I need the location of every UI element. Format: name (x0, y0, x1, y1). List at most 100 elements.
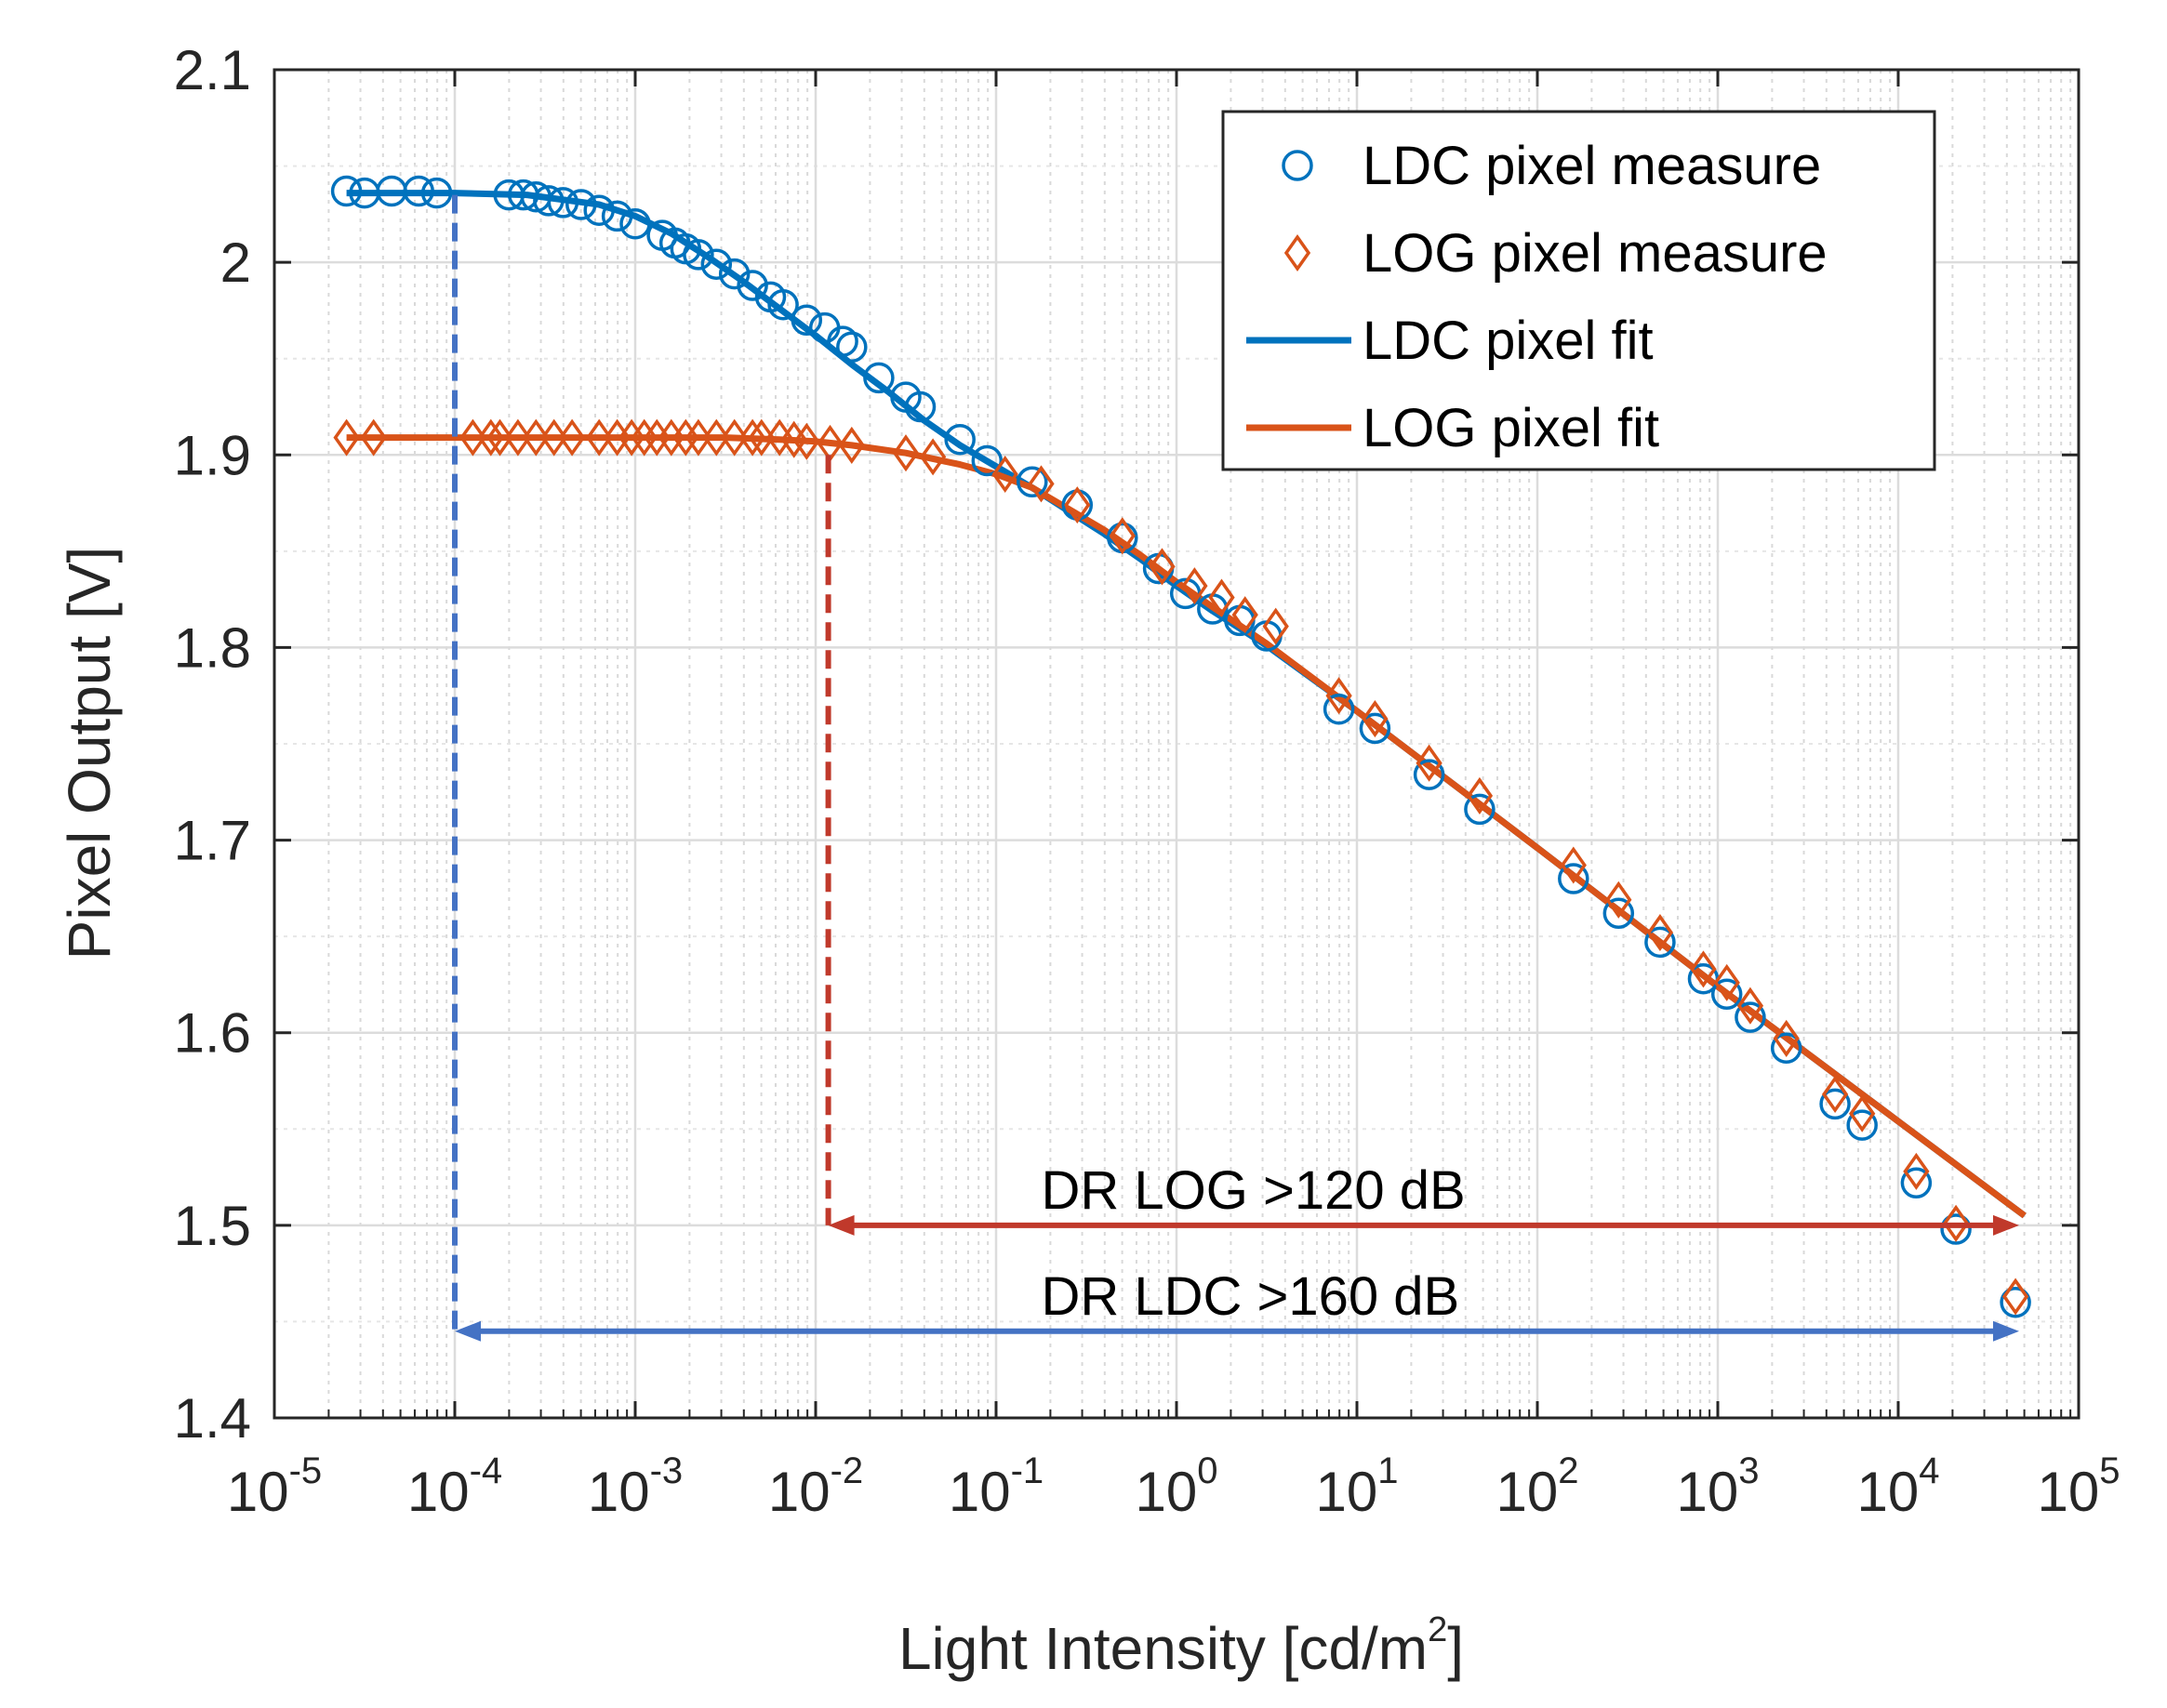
log-measure-point (1181, 567, 1208, 605)
ldc-measure-point (619, 207, 651, 240)
log-measure-point (1028, 465, 1055, 503)
ldc-measure-point (827, 325, 858, 357)
log-measure-point (618, 418, 645, 457)
ldc-measure-point (601, 200, 633, 232)
x-axis-label: Light Intensity [cd/m2] (898, 1610, 1464, 1682)
log-measure-point (748, 418, 775, 457)
y-tick-label: 1.6 (174, 1002, 251, 1065)
log-measure-point (703, 418, 730, 457)
log-measure-point (919, 438, 947, 476)
ldc-measure-point (1846, 1109, 1878, 1141)
dr-arrowhead-right-0 (1992, 1214, 2019, 1236)
legend-label: LDC pixel measure (1363, 136, 1821, 196)
x-tick-label: 105 (2038, 1450, 2120, 1523)
log-measure-point (360, 418, 387, 457)
x-tick-label: 10-3 (588, 1450, 683, 1523)
log-measure-point (1646, 913, 1674, 952)
log-measure-point (1560, 846, 1587, 884)
ldc-measure-point (1710, 978, 1743, 1011)
x-tick-labels: 10-5 10-4 10-3 10-2 10-1 100 101 102 103 104 105 (227, 1450, 2120, 1523)
log-measure-point (1605, 880, 1632, 919)
y-tick-label: 1.5 (174, 1195, 251, 1257)
log-measure-point (672, 418, 699, 457)
dr-annotation-text: DR LDC >160 dB (1042, 1266, 1460, 1327)
log-measure-point (1849, 1094, 1876, 1132)
ldc-measure-point (565, 189, 597, 220)
log-measure-point (486, 418, 513, 457)
ldc-measure-point (1323, 693, 1355, 725)
x-tick-label: 10-1 (949, 1450, 1044, 1523)
log-measure-point (1736, 986, 1764, 1025)
log-measure-point (1773, 1019, 1800, 1057)
log-measure-point (721, 418, 748, 457)
log-measure-point (1325, 677, 1352, 715)
ldc-measure-point (330, 175, 363, 207)
ldc-measure-point (718, 258, 751, 290)
ldc-measure-point (700, 248, 733, 280)
log-measure-point (892, 434, 920, 472)
legend-circle-marker (1282, 150, 1313, 181)
x-tick-label: 100 (1136, 1450, 1218, 1523)
y-tick-label: 1.4 (174, 1387, 251, 1450)
x-tick-label: 104 (1857, 1450, 1940, 1523)
x-tick-label: 10-4 (407, 1450, 502, 1523)
x-tick-label: 102 (1496, 1450, 1579, 1523)
ldc-measure-point (1770, 1032, 1802, 1065)
legend-label: LOG pixel fit (1363, 398, 1659, 458)
ldc-measure-point (2000, 1286, 2031, 1318)
y-tick-label: 1.8 (174, 616, 251, 679)
log-measure-point (738, 418, 766, 457)
log-measure-point (1362, 700, 1389, 738)
dr-arrowhead-right-1 (1992, 1320, 2019, 1342)
log-measure-point (1713, 963, 1740, 1001)
log-measure-point (540, 418, 567, 457)
log-measure-point (523, 418, 550, 457)
log-measure-point (333, 418, 360, 457)
log-measure-point (1466, 776, 1494, 814)
y-tick-label: 1.7 (174, 810, 251, 872)
ldc-measure-point (1644, 926, 1676, 959)
ldc-measure-point (1819, 1088, 1851, 1120)
ldc-measure-point (1413, 759, 1445, 790)
legend: LDC pixel measure LOG pixel measure LDC pi… (1221, 110, 1936, 471)
legend-label: LOG pixel measure (1363, 223, 1828, 284)
ldc-measure-point (533, 185, 565, 217)
ldc-measure-point (403, 175, 434, 207)
ldc-measure-point (1017, 466, 1048, 498)
ldc-measure-point (547, 187, 579, 218)
y-tick-label: 1.9 (174, 424, 251, 486)
ldc-measure-point (767, 288, 799, 321)
log-measure-point (2001, 1278, 2029, 1316)
ldc-measure-point (1900, 1167, 1933, 1199)
log-measure-point (1262, 607, 1289, 645)
log-measure-point (1231, 596, 1258, 634)
ldc-measure-point (971, 444, 1004, 477)
ldc-measure-point (1464, 793, 1496, 826)
annotation-texts: DR LOG >120 dB DR LDC >160 dB (1042, 1160, 1466, 1327)
ldc-measure-point (836, 331, 868, 364)
log-measure-point (558, 418, 586, 457)
log-measure-point (1149, 548, 1176, 586)
markers (330, 175, 2031, 1318)
log-measure-point (1109, 517, 1136, 555)
legend-box (1221, 110, 1936, 471)
x-tick-label: 101 (1316, 1450, 1399, 1523)
x-tick-label: 10-2 (768, 1450, 863, 1523)
y-tick-label: 2 (220, 232, 251, 294)
log-measure-point (1208, 578, 1235, 616)
ldc-measure-point (863, 362, 895, 394)
dr-arrowhead-left-0 (828, 1214, 855, 1236)
ldc-measure-point (683, 239, 714, 271)
log-measure-point (1903, 1152, 1930, 1190)
ldc-measure-point (1602, 897, 1635, 930)
x-tick-label: 10-5 (227, 1450, 322, 1523)
ldc-measure-point (1940, 1213, 1972, 1245)
log-measure-point (991, 455, 1018, 494)
log-measure-point (685, 418, 712, 457)
ldc-measure-point (1735, 1001, 1766, 1033)
log-measure-point (504, 418, 532, 457)
log-measure-point (477, 418, 504, 457)
ldc-measure-point (583, 194, 615, 226)
y-tick-label: 2.1 (174, 39, 251, 101)
log-measure-point (1942, 1204, 1970, 1242)
